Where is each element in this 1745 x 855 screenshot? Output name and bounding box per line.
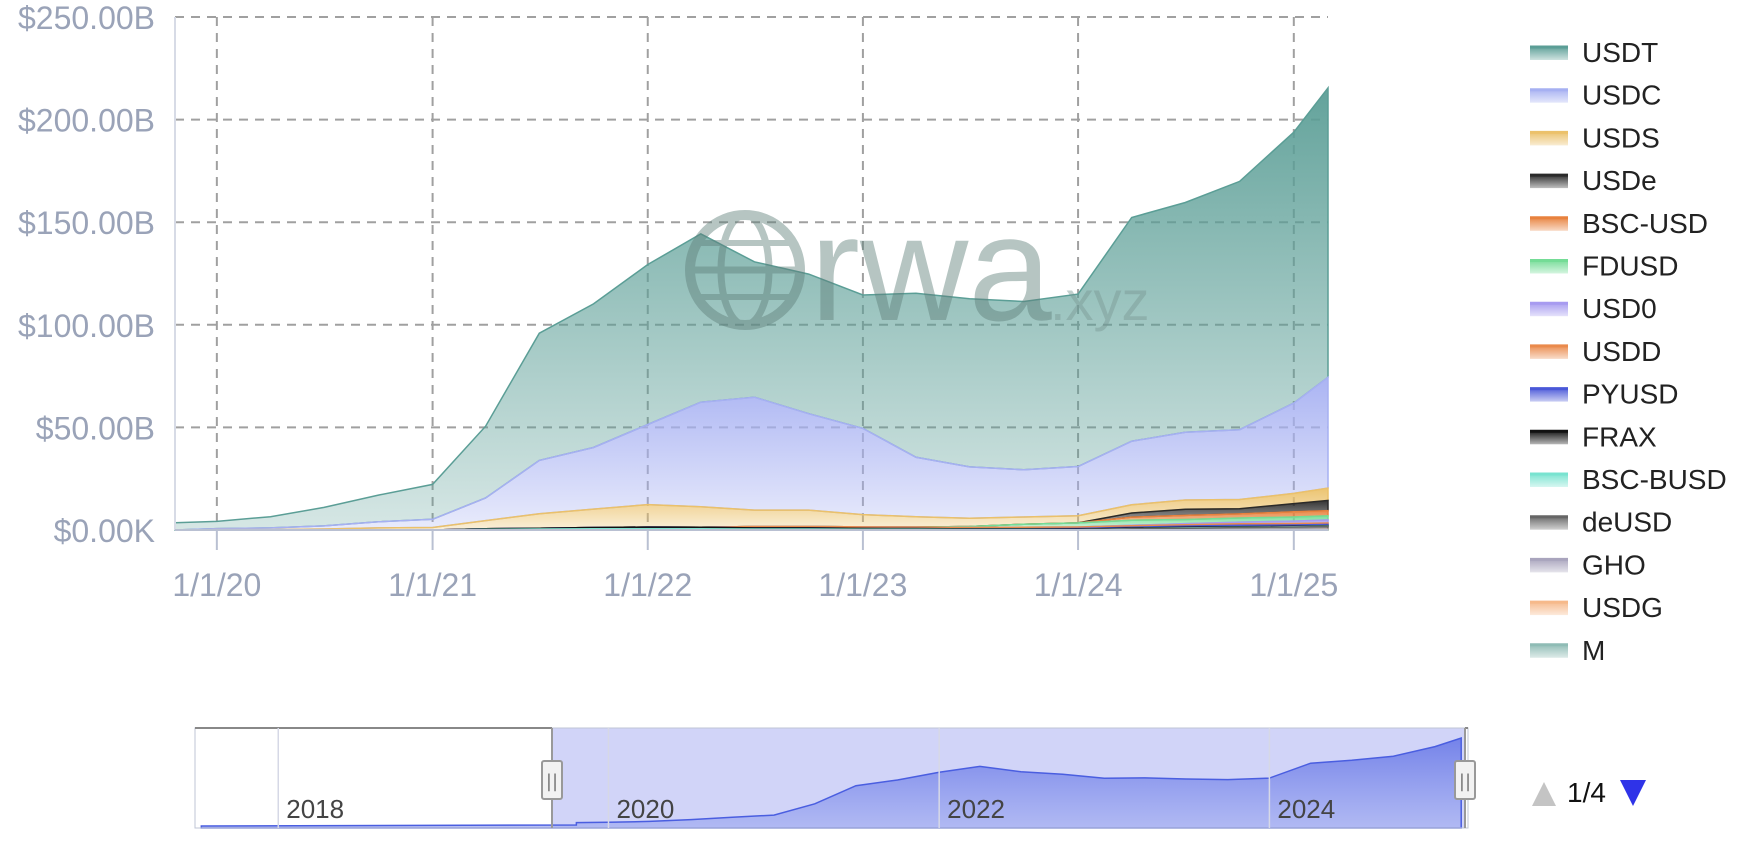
handle-grip[interactable] (1454, 760, 1476, 800)
handle-glyph: || (546, 771, 558, 792)
legend-item-bsc-usd[interactable]: BSC-USD (1530, 208, 1708, 239)
legend-label: USDC (1582, 80, 1661, 111)
legend-swatch (1530, 88, 1568, 103)
legend-item-m[interactable]: M (1530, 635, 1605, 666)
legend-swatch (1530, 643, 1568, 658)
legend-label: USDD (1582, 336, 1661, 367)
x-tick-label: 1/1/25 (1249, 567, 1338, 603)
legend-swatch (1530, 259, 1568, 274)
legend-swatch (1530, 558, 1568, 573)
legend-item-usd0[interactable]: USD0 (1530, 293, 1657, 324)
legend-label: M (1582, 635, 1605, 666)
legend-label: PYUSD (1582, 379, 1678, 410)
handle-glyph: || (1459, 771, 1471, 792)
legend-label: GHO (1582, 549, 1646, 580)
y-tick-label: $250.00B (18, 0, 155, 36)
watermark-brand: rwa (810, 184, 1052, 352)
y-tick-label: $100.00B (18, 308, 155, 344)
legend-swatch (1530, 515, 1568, 530)
x-tick-label: 1/1/24 (1034, 567, 1123, 603)
navigator-left-handle[interactable]: || (541, 728, 563, 828)
legend-item-gho[interactable]: GHO (1530, 549, 1646, 580)
legend-item-pyusd[interactable]: PYUSD (1530, 379, 1678, 410)
legend-swatch (1530, 344, 1568, 359)
legend-label: USDG (1582, 592, 1663, 623)
legend-label: USDS (1582, 122, 1660, 153)
watermark: rwa .xyz (685, 184, 1150, 352)
legend-item-usde[interactable]: USDe (1530, 165, 1657, 196)
x-tick-label: 1/1/20 (172, 567, 261, 603)
navigator-label: 2022 (947, 794, 1005, 824)
legend-swatch (1530, 473, 1568, 487)
legend[interactable]: USDT USDC USDS USDe BSC-USD FDUSD USD0 USDD PYUS… (1530, 37, 1727, 666)
legend-swatch (1530, 131, 1568, 146)
legend-swatch (1530, 601, 1568, 616)
navigator-label: 2020 (616, 794, 674, 824)
legend-item-deusd[interactable]: deUSD (1530, 507, 1672, 538)
navigator-right-handle[interactable]: || (1454, 728, 1476, 828)
legend-item-fdusd[interactable]: FDUSD (1530, 251, 1678, 282)
globe-icon (685, 210, 805, 330)
triangle-up-icon[interactable] (1532, 782, 1556, 806)
y-tick-label: $150.00B (18, 205, 155, 241)
navigator-label: 2018 (286, 794, 344, 824)
legend-label: FDUSD (1582, 251, 1678, 282)
legend-label: USDT (1582, 37, 1658, 68)
legend-pager[interactable]: 1/4 (1532, 777, 1646, 808)
x-tick-label: 1/1/23 (818, 567, 907, 603)
legend-item-usdc[interactable]: USDC (1530, 80, 1661, 111)
legend-swatch (1530, 174, 1568, 189)
legend-item-bsc-busd[interactable]: BSC-BUSD (1530, 464, 1727, 495)
legend-item-usdd[interactable]: USDD (1530, 336, 1661, 367)
navigator[interactable]: 2018 2020 2022 2024 || || (194, 727, 1476, 829)
y-tick-label: $0.00K (54, 513, 155, 549)
legend-label: BSC-USD (1582, 208, 1708, 239)
legend-label: FRAX (1582, 421, 1657, 452)
legend-label: deUSD (1582, 507, 1672, 538)
watermark-suffix: .xyz (1050, 269, 1150, 332)
legend-swatch (1530, 387, 1568, 402)
legend-swatch (1530, 430, 1568, 445)
pager-text: 1/4 (1567, 777, 1606, 808)
navigator-series (200, 736, 1462, 829)
triangle-down-icon[interactable] (1620, 780, 1646, 806)
legend-item-usds[interactable]: USDS (1530, 122, 1660, 153)
legend-label: USDe (1582, 165, 1657, 196)
legend-item-usdt[interactable]: USDT (1530, 37, 1658, 68)
navigator-label: 2024 (1277, 794, 1335, 824)
x-tick-label: 1/1/21 (388, 567, 477, 603)
legend-label: BSC-BUSD (1582, 464, 1727, 495)
legend-swatch (1530, 46, 1568, 60)
legend-swatch (1530, 302, 1568, 317)
axes: $0.00K $50.00B $100.00B $150.00B $200.00B $25… (18, 0, 1338, 603)
legend-label: USD0 (1582, 293, 1657, 324)
y-tick-label: $200.00B (18, 103, 155, 139)
y-tick-label: $50.00B (36, 410, 155, 446)
handle-grip[interactable] (541, 760, 563, 800)
legend-item-usdg[interactable]: USDG (1530, 592, 1663, 623)
legend-item-frax[interactable]: FRAX (1530, 421, 1657, 452)
legend-swatch (1530, 216, 1568, 231)
x-tick-label: 1/1/22 (603, 567, 692, 603)
